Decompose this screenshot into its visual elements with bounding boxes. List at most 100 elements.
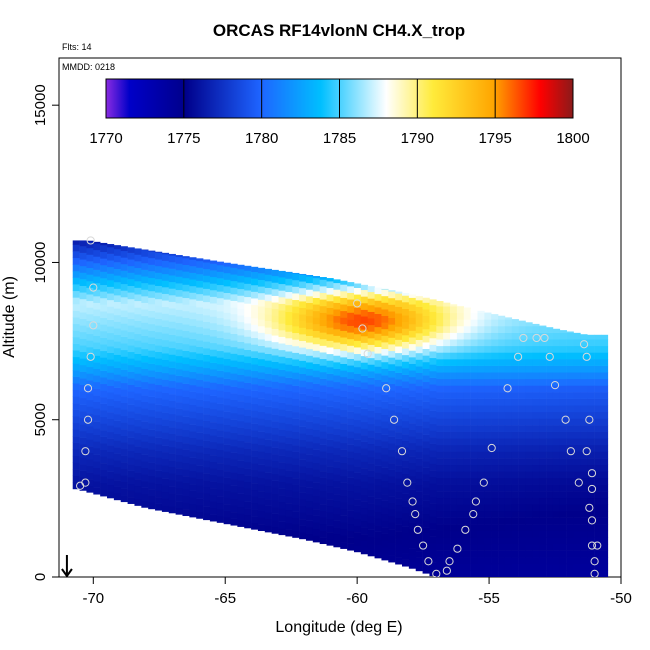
heatmap-cell xyxy=(422,560,430,568)
heatmap-cell xyxy=(470,339,478,347)
heatmap-cell xyxy=(532,365,540,373)
heatmap-cell xyxy=(463,510,471,518)
heatmap-cell xyxy=(504,431,513,439)
heatmap-cell xyxy=(271,348,279,356)
heatmap-cell xyxy=(72,370,80,377)
heatmap-cell xyxy=(504,317,513,320)
heatmap-cell xyxy=(305,276,314,284)
heatmap-cell xyxy=(573,405,581,413)
flight-track-point xyxy=(382,384,391,393)
heatmap-cell xyxy=(353,459,362,467)
heatmap-cell xyxy=(189,398,197,406)
heatmap-cell xyxy=(539,484,547,492)
heatmap-cell xyxy=(230,360,238,368)
heatmap-cell xyxy=(203,499,211,507)
heatmap-cell xyxy=(463,319,471,327)
heatmap-cell xyxy=(100,304,108,312)
heatmap-cell xyxy=(470,497,478,505)
heatmap-cell xyxy=(216,476,224,484)
heatmap-cell xyxy=(93,329,101,336)
heatmap-cell xyxy=(573,504,581,512)
heatmap-cell xyxy=(175,402,183,409)
heatmap-cell xyxy=(175,448,183,456)
heatmap-cell xyxy=(251,417,259,424)
heatmap-cell xyxy=(388,390,396,398)
heatmap-cell xyxy=(113,440,122,448)
heatmap-cell xyxy=(79,318,87,326)
heatmap-cell xyxy=(86,439,94,447)
heatmap-cell xyxy=(326,413,334,421)
heatmap-cell xyxy=(600,458,609,466)
heatmap-cell xyxy=(72,356,80,364)
heatmap-cell xyxy=(546,484,554,492)
heatmap-cell xyxy=(559,425,567,432)
heatmap-cell xyxy=(360,481,369,489)
heatmap-cell xyxy=(237,321,245,329)
heatmap-cell xyxy=(134,248,142,255)
heatmap-cell xyxy=(107,392,115,400)
heatmap-cell xyxy=(305,282,314,290)
heatmap-cell xyxy=(367,318,375,326)
heatmap-cell xyxy=(498,504,506,512)
heatmap-cell xyxy=(463,537,471,545)
heatmap-cell xyxy=(600,504,609,512)
heatmap-cell xyxy=(319,405,327,412)
heatmap-cell xyxy=(237,282,245,290)
heatmap-cell xyxy=(148,390,156,397)
heatmap-cell xyxy=(107,286,115,294)
heatmap-cell xyxy=(196,511,204,519)
heatmap-cell xyxy=(408,442,417,450)
heatmap-cell xyxy=(347,457,355,465)
heatmap-cell xyxy=(319,365,327,373)
heatmap-cell xyxy=(161,313,170,321)
heatmap-cell xyxy=(312,443,320,450)
heatmap-cell xyxy=(347,523,355,531)
flight-track-point xyxy=(550,381,560,390)
heatmap-cell xyxy=(182,489,190,497)
heatmap-cell xyxy=(559,464,567,472)
heatmap-cell xyxy=(594,418,602,426)
heatmap-cell xyxy=(511,543,519,551)
heatmap-cell xyxy=(148,423,156,430)
heatmap-cell xyxy=(72,442,80,450)
heatmap-cell xyxy=(271,407,279,415)
heatmap-cell xyxy=(285,364,293,372)
heatmap-cell xyxy=(436,557,444,565)
heatmap-cell xyxy=(566,570,574,577)
heatmap-cell xyxy=(72,257,80,265)
heatmap-cell xyxy=(333,388,341,396)
heatmap-cell xyxy=(594,557,602,565)
heatmap-cell xyxy=(436,477,444,485)
heatmap-cell xyxy=(312,495,320,503)
heatmap-cell xyxy=(594,477,602,485)
heatmap-cell xyxy=(203,420,211,428)
heatmap-cell xyxy=(127,272,135,280)
heatmap-cell xyxy=(299,459,307,467)
heatmap-cell xyxy=(360,428,369,436)
heatmap-cell xyxy=(203,394,211,402)
heatmap-cell xyxy=(532,359,540,366)
heatmap-cell xyxy=(573,464,581,472)
heatmap-cell xyxy=(429,450,437,458)
heatmap-cell xyxy=(587,431,595,439)
heatmap-cell xyxy=(93,401,101,409)
heatmap-cell xyxy=(532,411,540,419)
heatmap-cell xyxy=(360,501,369,509)
heatmap-cell xyxy=(511,550,519,558)
heatmap-cell xyxy=(175,501,183,509)
heatmap-cell xyxy=(113,493,122,501)
heatmap-cell xyxy=(271,361,279,369)
heatmap-cell xyxy=(312,284,320,292)
heatmap-cell xyxy=(161,359,170,367)
heatmap-cell xyxy=(388,324,396,332)
heatmap-cell xyxy=(518,372,526,380)
heatmap-cell xyxy=(189,490,197,498)
heatmap-cell xyxy=(155,312,163,320)
heatmap-cell xyxy=(429,364,437,372)
heatmap-cell xyxy=(113,328,122,336)
heatmap-cell xyxy=(456,458,465,466)
flight-track-point xyxy=(432,569,441,577)
heatmap-cell xyxy=(367,384,375,392)
heatmap-cell xyxy=(79,391,87,399)
heatmap-cell xyxy=(402,493,410,501)
